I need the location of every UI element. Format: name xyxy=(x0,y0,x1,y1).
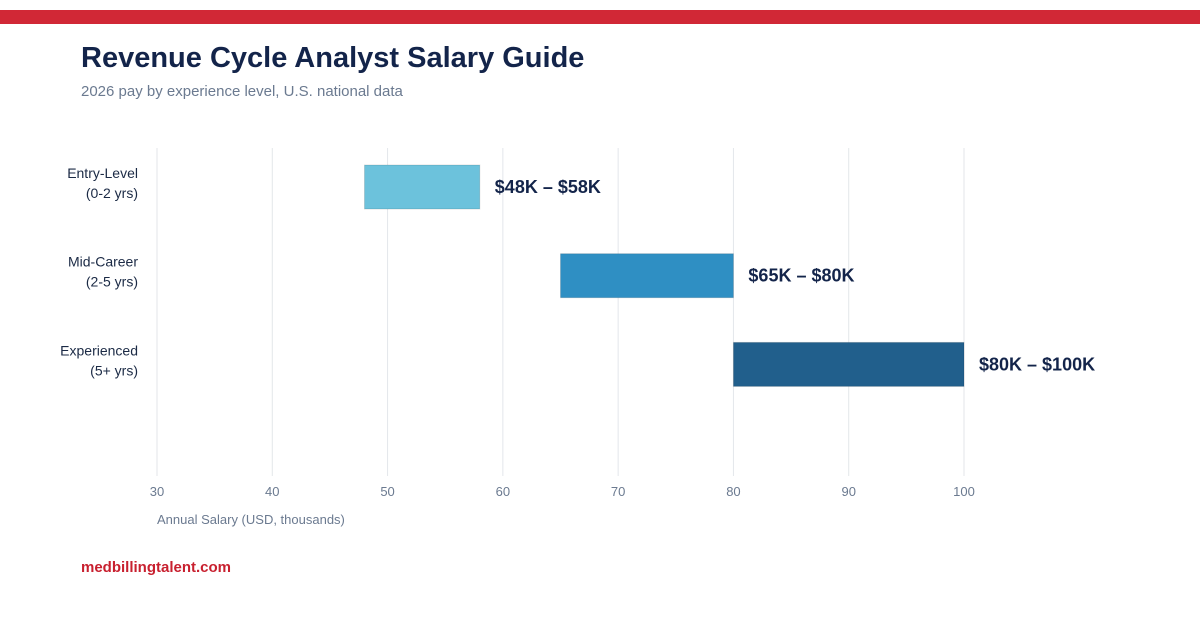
top-accent-bar xyxy=(0,10,1200,24)
salary-range-bar xyxy=(560,253,734,299)
chart-bars xyxy=(364,164,965,387)
x-tick-label: 90 xyxy=(841,484,855,499)
category-label: Mid-Career xyxy=(68,254,138,270)
x-tick-label: 30 xyxy=(150,484,164,499)
salary-range-bar xyxy=(732,341,965,387)
category-label: (2-5 yrs) xyxy=(86,274,138,290)
category-label: Experienced xyxy=(60,342,138,358)
page-title: Revenue Cycle Analyst Salary Guide xyxy=(81,42,585,74)
x-tick-label: 50 xyxy=(380,484,394,499)
x-tick-label: 80 xyxy=(726,484,740,499)
x-axis-label: Annual Salary (USD, thousands) xyxy=(157,512,345,527)
category-label: (5+ yrs) xyxy=(90,362,138,378)
range-data-label: $80K – $100K xyxy=(979,354,1095,374)
category-label: (0-2 yrs) xyxy=(86,185,138,201)
page-subtitle: 2026 pay by experience level, U.S. natio… xyxy=(81,83,403,100)
x-tick-label: 60 xyxy=(496,484,510,499)
x-tick-label: 70 xyxy=(611,484,625,499)
x-tick-label: 40 xyxy=(265,484,279,499)
chart-data-labels: $48K – $58K $65K – $80K $80K – $100K xyxy=(495,177,1095,374)
range-data-label: $65K – $80K xyxy=(748,266,854,286)
footer-site-link[interactable]: medbillingtalent.com xyxy=(81,559,232,576)
chart-gridlines xyxy=(156,148,965,476)
category-label: Entry-Level xyxy=(67,165,138,181)
chart-category-labels: Entry-Level (0-2 yrs) Mid-Career (2-5 yrs) E… xyxy=(60,165,138,378)
x-tick-label: 100 xyxy=(953,484,975,499)
range-data-label: $48K – $58K xyxy=(495,177,601,197)
salary-range-bar xyxy=(364,164,481,210)
chart-x-ticks: 30 40 50 60 70 80 90 100 xyxy=(150,484,975,499)
